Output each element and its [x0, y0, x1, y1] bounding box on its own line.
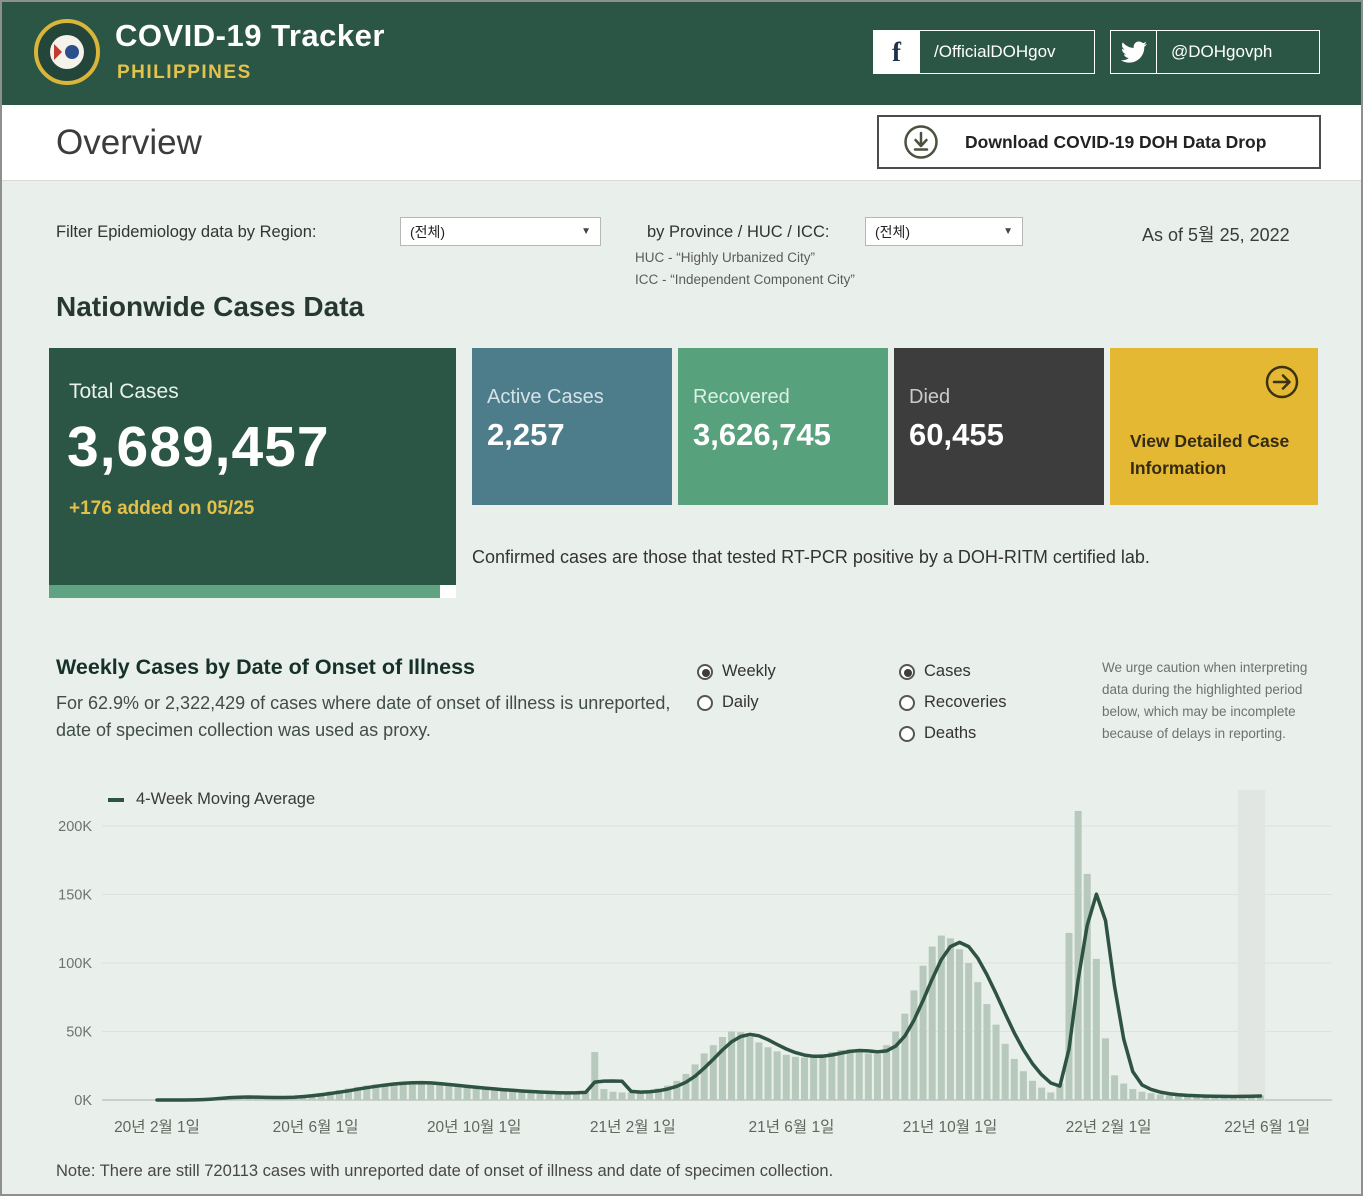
as-of-date: As of 5월 25, 2022 — [1142, 225, 1290, 245]
nationwide-cases-title: Nationwide Cases Data — [56, 291, 365, 322]
overview-bar: Overview Download COVID-19 DOH Data Drop — [2, 105, 1361, 181]
province-filter-dropdown[interactable]: (전체) ▼ — [865, 217, 1023, 246]
radio-button-icon — [697, 663, 713, 680]
footnote: Note: There are still 720113 cases with … — [56, 1162, 834, 1180]
radio-daily-label: Daily — [722, 693, 759, 711]
region-filter-label: Filter Epidemiology data by Region: — [56, 223, 317, 241]
radio-button-icon — [899, 663, 915, 680]
total-cases-label: Total Cases — [69, 380, 179, 403]
facebook-link[interactable]: f /OfficialDOHgov — [873, 30, 1095, 74]
radio-button-icon — [899, 725, 915, 742]
radio-cases-label: Cases — [924, 662, 971, 680]
facebook-icon: f — [874, 31, 920, 73]
radio-button-icon — [697, 694, 713, 711]
svg-text:21년 2월 1일: 21년 2월 1일 — [590, 1118, 676, 1136]
moving-average-line-swatch — [108, 797, 124, 802]
huc-definition: HUC - “Highly Urbanized City” — [635, 250, 816, 265]
svg-text:100K: 100K — [58, 956, 92, 972]
radio-button-icon — [899, 694, 915, 711]
chart-legend: 4-Week Moving Average — [108, 790, 315, 809]
view-detail-card[interactable]: View Detailed Case Information — [1110, 348, 1318, 505]
province-filter-value: (전체) — [875, 223, 911, 240]
twitter-icon — [1111, 31, 1157, 73]
active-cases-value: 2,257 — [487, 417, 565, 452]
radio-weekly[interactable]: Weekly — [697, 662, 776, 681]
died-label: Died — [909, 386, 951, 408]
svg-text:21년 10월 1일: 21년 10월 1일 — [903, 1118, 998, 1136]
total-cases-card: Total Cases 3,689,457 +176 added on 05/2… — [49, 348, 456, 598]
svg-text:200K: 200K — [58, 819, 92, 835]
province-filter-label: by Province / HUC / ICC: — [647, 223, 830, 241]
recovered-label: Recovered — [693, 386, 790, 408]
total-cases-value: 3,689,457 — [67, 415, 330, 479]
region-filter-value: (전체) — [410, 223, 446, 240]
twitter-link[interactable]: @DOHgovph — [1110, 30, 1320, 74]
active-cases-card: Active Cases 2,257 — [472, 348, 672, 505]
doh-seal-logo — [34, 19, 100, 85]
active-cases-label: Active Cases — [487, 386, 604, 408]
weekly-cases-subtitle: For 62.9% or 2,322,429 of cases where da… — [56, 693, 671, 740]
weekly-cases-chart[interactable]: 0K 50K 100K 150K 200K 20년 2월 1일 20년 6월 1일 20년 1… — [2, 782, 1363, 1152]
app-title: COVID-19 Tracker — [115, 18, 385, 53]
radio-deaths-label: Deaths — [924, 724, 977, 742]
twitter-handle: @DOHgovph — [1171, 42, 1273, 61]
page-title: Overview — [56, 123, 202, 162]
svg-text:0K: 0K — [74, 1093, 92, 1109]
svg-text:22년 6월 1일: 22년 6월 1일 — [1224, 1118, 1310, 1136]
svg-text:20년 10월 1일: 20년 10월 1일 — [427, 1118, 522, 1136]
died-card: Died 60,455 — [894, 348, 1104, 505]
moving-average-legend-label: 4-Week Moving Average — [136, 790, 316, 808]
download-icon — [904, 125, 938, 159]
arrow-right-circle-icon — [1265, 365, 1299, 399]
card-scrollbar[interactable] — [49, 585, 456, 598]
svg-text:50K: 50K — [66, 1025, 92, 1041]
total-cases-delta: +176 added on 05/25 — [69, 498, 255, 519]
svg-text:150K: 150K — [58, 888, 92, 904]
svg-text:20년 6월 1일: 20년 6월 1일 — [273, 1118, 359, 1136]
app-header: COVID-19 Tracker PHILIPPINES f /Official… — [2, 2, 1361, 105]
radio-weekly-label: Weekly — [722, 662, 776, 680]
svg-text:21년 6월 1일: 21년 6월 1일 — [748, 1118, 834, 1136]
app-subtitle: PHILIPPINES — [117, 62, 252, 83]
radio-deaths[interactable]: Deaths — [899, 724, 1007, 743]
radio-cases[interactable]: Cases — [899, 662, 1007, 681]
weekly-cases-title: Weekly Cases by Date of Onset of Illness — [56, 655, 476, 679]
svg-text:20년 2월 1일: 20년 2월 1일 — [114, 1118, 200, 1136]
download-label: Download COVID-19 DOH Data Drop — [965, 131, 1267, 152]
radio-recoveries[interactable]: Recoveries — [899, 693, 1007, 712]
recovered-value: 3,626,745 — [693, 417, 831, 452]
frequency-radio-group: Weekly Daily — [697, 662, 776, 712]
doh-seal-emblem — [50, 35, 84, 69]
chevron-down-icon: ▼ — [1003, 226, 1013, 237]
svg-text:22년 2월 1일: 22년 2월 1일 — [1066, 1118, 1152, 1136]
radio-recoveries-label: Recoveries — [924, 693, 1007, 711]
recovered-card: Recovered 3,626,745 — [678, 348, 888, 505]
caution-note: We urge caution when interpreting data d… — [1102, 660, 1308, 741]
card-scrollbar-end — [440, 585, 456, 598]
confirmed-cases-note: Confirmed cases are those that tested RT… — [472, 547, 1150, 567]
chevron-down-icon: ▼ — [581, 226, 591, 237]
region-filter-dropdown[interactable]: (전체) ▼ — [400, 217, 601, 246]
view-detail-label: View Detailed Case Information — [1130, 431, 1290, 479]
radio-daily[interactable]: Daily — [697, 693, 776, 712]
icc-definition: ICC - “Independent Component City” — [635, 272, 855, 287]
facebook-handle: /OfficialDOHgov — [934, 42, 1056, 61]
metric-radio-group: Cases Recoveries Deaths — [899, 662, 1007, 743]
died-value: 60,455 — [909, 417, 1004, 452]
download-data-drop-button[interactable]: Download COVID-19 DOH Data Drop — [877, 115, 1321, 169]
